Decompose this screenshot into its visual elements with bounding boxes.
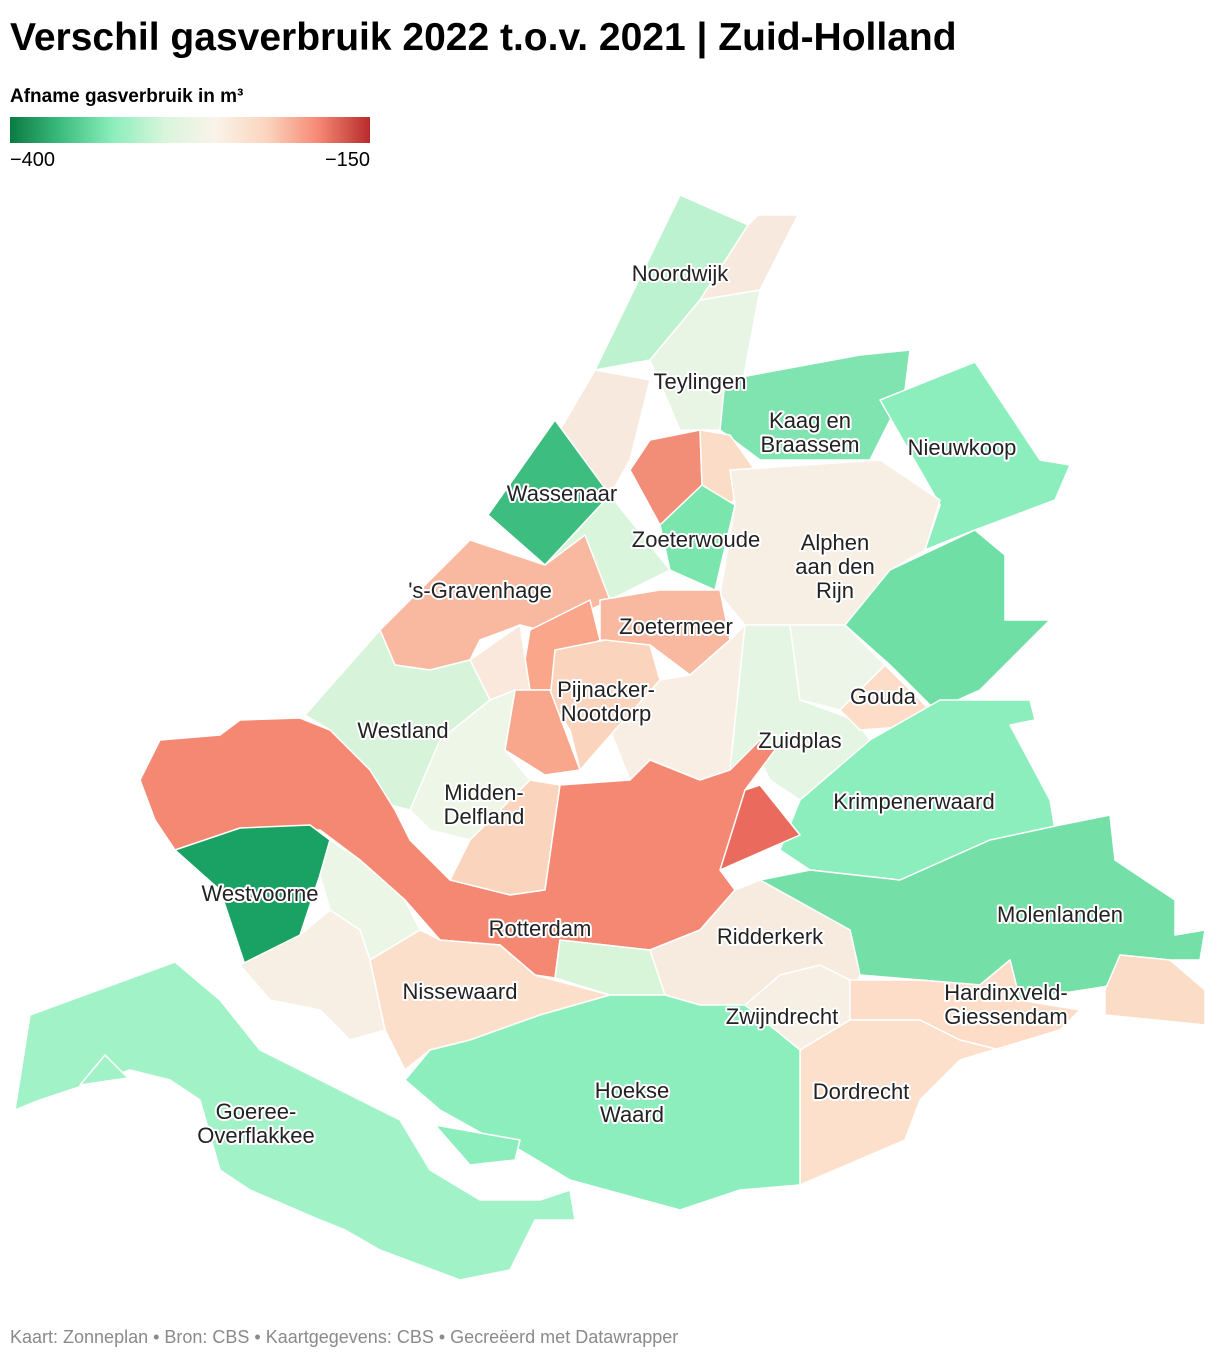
labels: Noordwijk Teylingen Kaag en Braassem Nieu… (195, 259, 1125, 1150)
region-label: Zuidplas (758, 728, 841, 753)
region (174, 824, 331, 966)
region-label: Rotterdam (489, 916, 592, 941)
region (409, 689, 531, 841)
region (719, 784, 801, 871)
region-label: Nissewaard (403, 979, 518, 1004)
region-label: Pijnacker-Nootdorp (557, 677, 655, 726)
region-label: Gouda (850, 684, 917, 709)
title: Verschil gasverbruik 2022 t.o.v. 2021 | … (10, 16, 957, 59)
region-label: Hoekse Waard (595, 1078, 670, 1127)
region (79, 1054, 129, 1086)
legend-min: −400 (10, 149, 55, 171)
region (434, 1124, 521, 1166)
region-label: Westland (357, 718, 448, 743)
region-label: Goeree-Overflakkee (197, 1099, 314, 1148)
region (1104, 954, 1206, 1026)
region-label: Noordwijk (632, 261, 730, 286)
region (879, 361, 1071, 551)
region (594, 194, 749, 371)
legend-bar (10, 117, 370, 143)
legend-max: −150 (325, 149, 370, 171)
region-label: Molenlanden (997, 902, 1123, 927)
region-label: Kaag en Braassem (760, 408, 859, 457)
region-label: Midden-Delfland (444, 780, 525, 829)
region-label: Wassenaar (507, 481, 617, 506)
region-label: Alphen aan den Rijn (795, 530, 875, 603)
region-label: Teylingen (654, 369, 747, 394)
region-label: Hardinxveld-Giessendam (944, 980, 1068, 1029)
region (659, 484, 736, 591)
region-label: Krimpenerwaard (833, 789, 994, 814)
region (799, 1019, 1061, 1186)
region-label: Nieuwkoop (908, 435, 1017, 460)
region-label: Dordrecht (813, 1079, 910, 1104)
region-label: 's-Gravenhage (408, 578, 552, 603)
region-label: Westvoorne (202, 881, 319, 906)
region-label: Ridderkerk (717, 924, 824, 949)
region (14, 961, 576, 1281)
legend-title: Afname gasverbruik in m³ (10, 86, 243, 107)
region-label: Zoetermeer (619, 614, 733, 639)
region-label: Zwijndrecht (726, 1004, 838, 1029)
footer: Kaart: Zonneplan • Bron: CBS • Kaartgege… (10, 1327, 678, 1347)
region-label: Zoeterwoude (632, 527, 760, 552)
regions (14, 194, 1206, 1281)
region (844, 529, 1051, 711)
region (139, 717, 791, 979)
